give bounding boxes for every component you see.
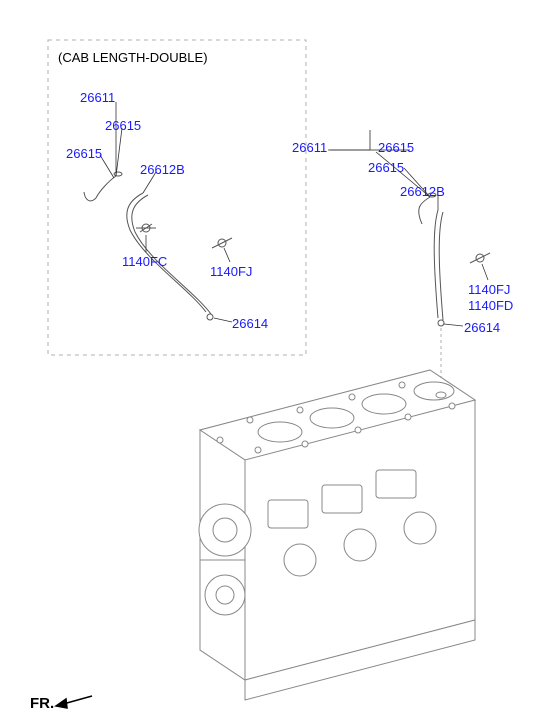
label-right-26615a[interactable]: 26615 [378, 140, 414, 155]
diagram-svg [0, 0, 539, 727]
leaders-left [100, 102, 232, 322]
engine-block [199, 370, 475, 700]
right-dipstick-group [330, 130, 490, 326]
label-right-26614[interactable]: 26614 [464, 320, 500, 335]
oring-left [207, 314, 213, 320]
dashed-box [48, 40, 306, 355]
left-dipstick-group [84, 172, 232, 320]
label-right-26612B[interactable]: 26612B [400, 184, 445, 199]
label-left-26614[interactable]: 26614 [232, 316, 268, 331]
label-right-1140FJ[interactable]: 1140FJ [468, 282, 510, 297]
leaders-right [328, 150, 488, 326]
label-right-1140FD[interactable]: 1140FD [468, 298, 513, 313]
label-left-26615b[interactable]: 26615 [66, 146, 102, 161]
label-left-26612B[interactable]: 26612B [140, 162, 185, 177]
label-left-1140FJ[interactable]: 1140FJ [210, 264, 252, 279]
bolt-left-2 [212, 238, 232, 248]
label-left-26615a[interactable]: 26615 [105, 118, 141, 133]
label-left-1140FC[interactable]: 1140FC [122, 254, 167, 269]
box-title: (CAB LENGTH-DOUBLE) [58, 50, 208, 65]
fr-arrow-icon [56, 696, 92, 708]
label-right-26611[interactable]: 26611 [292, 140, 327, 155]
label-right-26615b[interactable]: 26615 [368, 160, 404, 175]
bolt-right [470, 253, 490, 263]
label-left-26611[interactable]: 26611 [80, 90, 115, 105]
bolt-left-1 [136, 224, 156, 232]
diagram-canvas: (CAB LENGTH-DOUBLE) 26611 26615 26615 26… [0, 0, 539, 727]
fr-label: FR. [30, 695, 54, 712]
oring-right [438, 320, 444, 326]
